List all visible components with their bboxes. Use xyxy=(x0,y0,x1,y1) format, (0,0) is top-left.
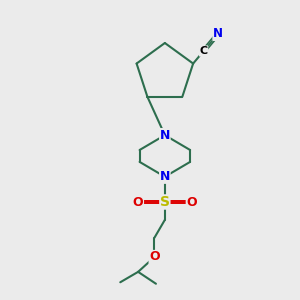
Text: O: O xyxy=(186,196,197,208)
Text: O: O xyxy=(149,250,160,263)
Text: N: N xyxy=(160,129,170,142)
Text: S: S xyxy=(160,195,170,209)
Text: N: N xyxy=(160,170,170,183)
Text: C: C xyxy=(200,46,208,56)
Text: O: O xyxy=(133,196,143,208)
Text: N: N xyxy=(213,27,223,40)
